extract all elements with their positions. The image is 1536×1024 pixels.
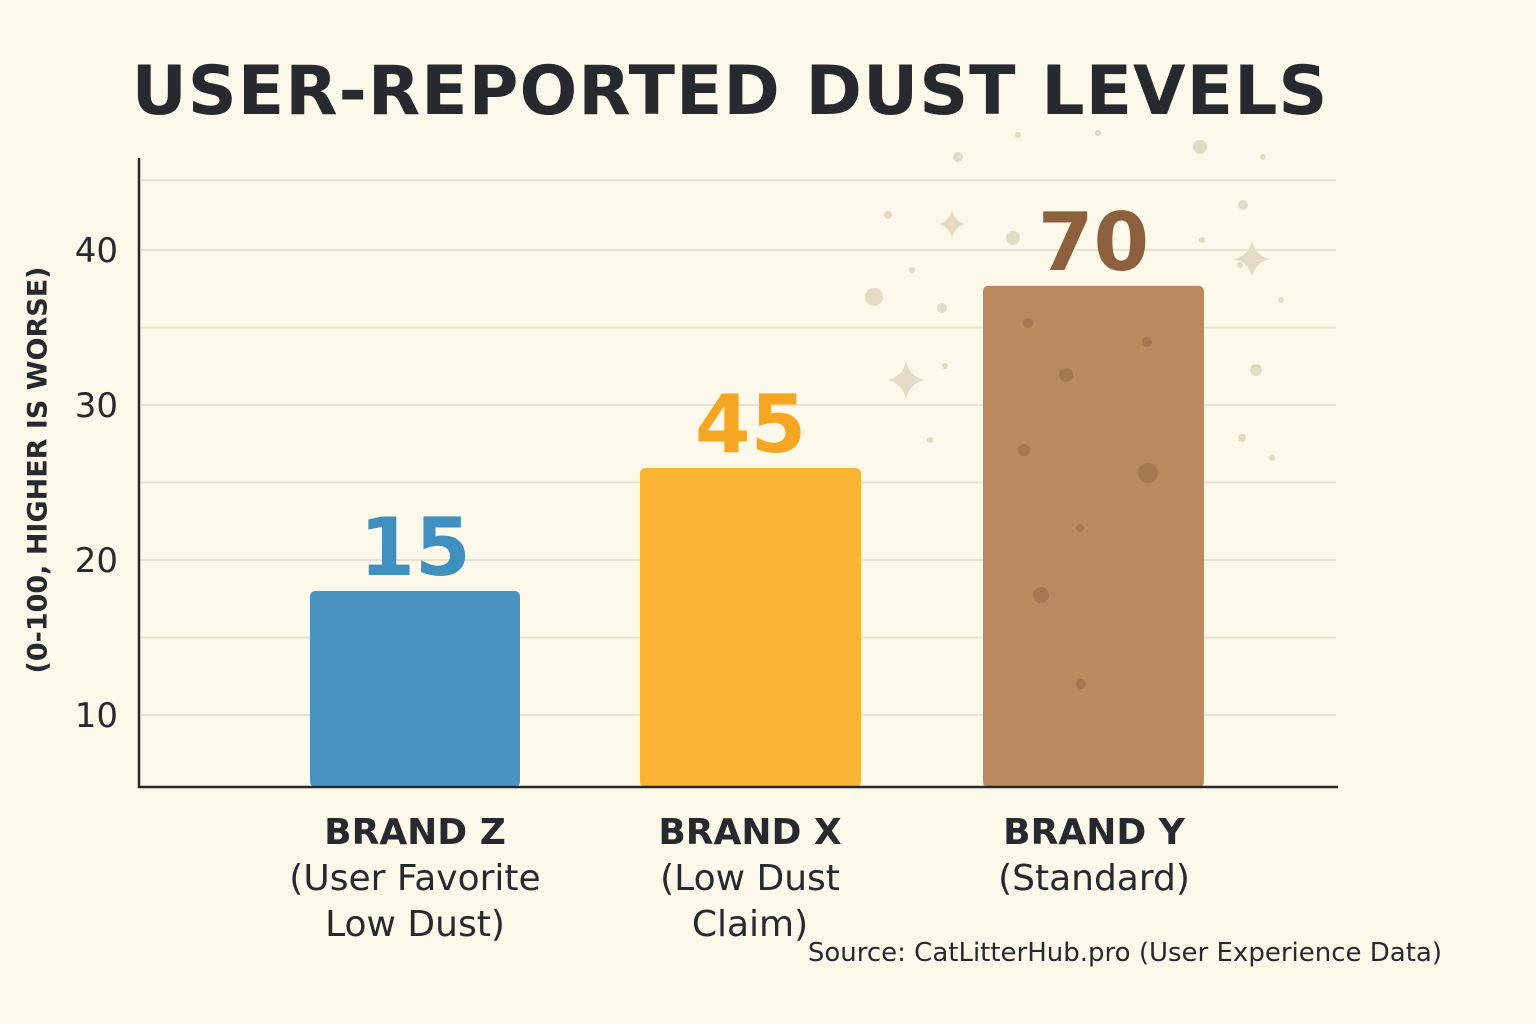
- dust-speck: [1076, 524, 1084, 532]
- bars: [310, 285, 1204, 787]
- category-name: BRAND Z: [324, 812, 506, 853]
- category-label-brand-z: BRAND Z (User Favorite Low Dust): [265, 810, 565, 948]
- y-tick-label: 30: [75, 386, 118, 426]
- dust-particle: [927, 437, 933, 443]
- category-name: BRAND X: [658, 812, 842, 853]
- dust-particle: [937, 303, 947, 313]
- category-label-brand-x: BRAND X (Low Dust Claim): [600, 810, 900, 948]
- dust-particle: [884, 211, 892, 219]
- dust-particles-decoration: [865, 130, 1284, 461]
- y-tick-labels: 10 20 30 40: [75, 231, 118, 736]
- dust-particle: [1278, 297, 1284, 303]
- source-note: Source: CatLitterHub.pro (User Experienc…: [807, 938, 1442, 968]
- sparkle-icon: [938, 210, 966, 238]
- dust-speck: [1018, 444, 1030, 456]
- value-label: 70: [1038, 196, 1149, 289]
- category-label-brand-y: BRAND Y (Standard): [944, 810, 1244, 902]
- dust-particle: [942, 363, 948, 369]
- dust-particle: [1095, 130, 1101, 136]
- dust-particle: [953, 152, 963, 162]
- dust-particle: [1193, 140, 1207, 154]
- value-label: 15: [359, 501, 470, 594]
- dust-particle: [1269, 455, 1275, 461]
- dust-particle: [909, 267, 915, 273]
- category-name: BRAND Y: [1003, 812, 1185, 853]
- dust-particle: [1238, 434, 1246, 442]
- dust-particle: [1260, 154, 1266, 160]
- dust-speck: [1076, 679, 1086, 689]
- bar-brand-z: [310, 591, 520, 787]
- category-subtitle: (Low Dust Claim): [660, 858, 840, 945]
- dust-speck: [1033, 587, 1049, 603]
- dust-particle: [1006, 231, 1020, 245]
- chart-title: USER-REPORTED DUST LEVELS: [131, 52, 1329, 131]
- value-label: 45: [695, 378, 806, 471]
- y-tick-label: 20: [75, 541, 118, 581]
- dust-particle: [1199, 237, 1205, 243]
- dust-particle: [865, 288, 883, 306]
- category-subtitle: (Standard): [998, 858, 1190, 899]
- sparkle-icon: [887, 361, 925, 399]
- dust-particle: [1237, 262, 1243, 268]
- dust-speck: [1023, 318, 1033, 328]
- dust-particle: [1250, 364, 1262, 376]
- dust-particle: [1015, 132, 1021, 138]
- bar-brand-x: [640, 468, 861, 787]
- bar-brand-y: [983, 285, 1204, 787]
- dust-speck: [1059, 368, 1073, 382]
- y-tick-label: 40: [75, 231, 118, 271]
- value-labels: 15 45 70: [359, 196, 1149, 594]
- y-tick-label: 10: [75, 696, 118, 736]
- category-subtitle: (User Favorite Low Dust): [289, 858, 541, 945]
- dust-speck: [1142, 337, 1152, 347]
- dust-speck: [1138, 463, 1158, 483]
- dust-particle: [1238, 200, 1248, 210]
- sparkle-icon: [1234, 241, 1270, 277]
